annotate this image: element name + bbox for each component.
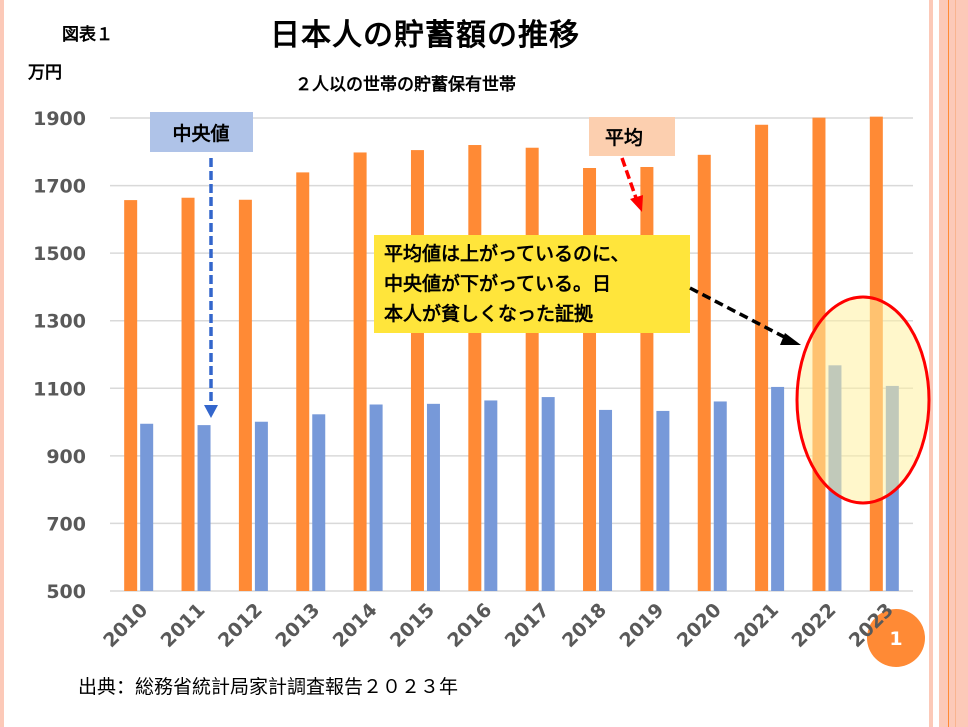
bar-median <box>369 404 383 591</box>
y-tick-label: 1700 <box>33 176 86 198</box>
bar-median <box>771 386 785 591</box>
y-axis-ticks: 500 700 900 1100 1300 1500 1700 1900 <box>33 108 86 603</box>
bar-median <box>599 409 613 591</box>
x-tick-label: 2015 <box>386 599 439 652</box>
bar-median <box>140 423 154 591</box>
mean-arrowhead <box>630 195 643 212</box>
callout-box <box>374 235 690 333</box>
bar-median <box>426 403 440 591</box>
y-tick-label: 500 <box>46 581 86 603</box>
x-tick-label: 2016 <box>443 599 496 652</box>
y-tick-label: 1300 <box>33 311 86 333</box>
y-tick-label: 1900 <box>33 108 86 130</box>
bar-median <box>541 397 555 591</box>
x-tick-label: 2017 <box>501 599 554 652</box>
bar-mean <box>181 197 195 591</box>
page-number-badge <box>867 609 925 667</box>
x-tick-label: 2012 <box>214 599 267 652</box>
bar-median <box>197 425 211 591</box>
median-label-box <box>150 112 253 152</box>
callout-line-1: 平均値は上がっているのに、 <box>384 242 629 265</box>
median-label: 中央値 <box>172 122 229 145</box>
bar-median <box>254 421 268 591</box>
bar-median <box>656 410 670 591</box>
callout-line-2: 中央値が下がっている。日 <box>384 272 611 295</box>
highlight-ellipse <box>795 295 931 505</box>
bar-median <box>484 400 498 591</box>
bar-median <box>713 401 727 591</box>
source-citation: 出典：総務省統計局家計調査報告２０２３年 <box>78 676 459 698</box>
left-border-stripe <box>0 0 4 727</box>
bar-mean <box>525 147 539 591</box>
right-border-stripe-wide <box>939 0 968 727</box>
x-tick-label: 2021 <box>730 599 783 652</box>
bar-mean <box>697 154 711 592</box>
bar-median <box>312 414 326 591</box>
x-tick-label: 2013 <box>271 599 324 652</box>
x-tick-label: 2019 <box>615 599 668 652</box>
bar-mean <box>468 145 482 591</box>
chart-subtitle: ２人以の世帯の貯蓄保有世帯 <box>295 75 516 95</box>
right-border-line-light <box>955 0 956 727</box>
bar-mean <box>640 166 654 591</box>
bar-mean <box>583 168 597 591</box>
x-tick-label: 2014 <box>329 599 382 652</box>
right-border-line <box>948 0 949 727</box>
callout-arrowhead <box>780 333 801 345</box>
y-axis-unit: 万円 <box>28 63 62 83</box>
x-tick-label: 2011 <box>157 599 210 652</box>
bar-mean <box>238 199 252 592</box>
mean-label: 平均 <box>605 126 643 149</box>
page-number: 1 <box>889 628 902 650</box>
bar-mean <box>124 200 138 591</box>
figure-label: 図表１ <box>62 25 113 45</box>
bar-mean <box>410 150 424 591</box>
x-tick-label: 2018 <box>558 599 611 652</box>
y-tick-label: 700 <box>46 513 86 535</box>
x-tick-label: 2020 <box>673 599 726 652</box>
mean-label-box <box>589 117 675 156</box>
chart-title: 日本人の貯蓄額の推移 <box>270 18 580 53</box>
callout-arrow <box>689 286 791 342</box>
median-arrowhead <box>204 405 218 418</box>
gridlines <box>110 117 913 592</box>
bar-mean <box>296 172 310 591</box>
x-tick-label: 2010 <box>99 599 152 652</box>
bar-mean <box>755 124 769 591</box>
y-tick-label: 1100 <box>33 378 86 400</box>
bars <box>124 116 899 592</box>
right-border-stripe-thin <box>929 0 933 727</box>
y-tick-label: 1500 <box>33 243 86 265</box>
mean-arrow <box>620 157 638 199</box>
y-tick-label: 900 <box>46 446 86 468</box>
callout-line-3: 本人が貧しくなった証拠 <box>384 302 594 325</box>
bar-mean <box>353 152 367 591</box>
x-axis-ticks: 2010 2011 2012 2013 2014 2015 2016 2017 2018 2019… <box>99 599 840 652</box>
x-tick-label: 2022 <box>788 599 841 652</box>
